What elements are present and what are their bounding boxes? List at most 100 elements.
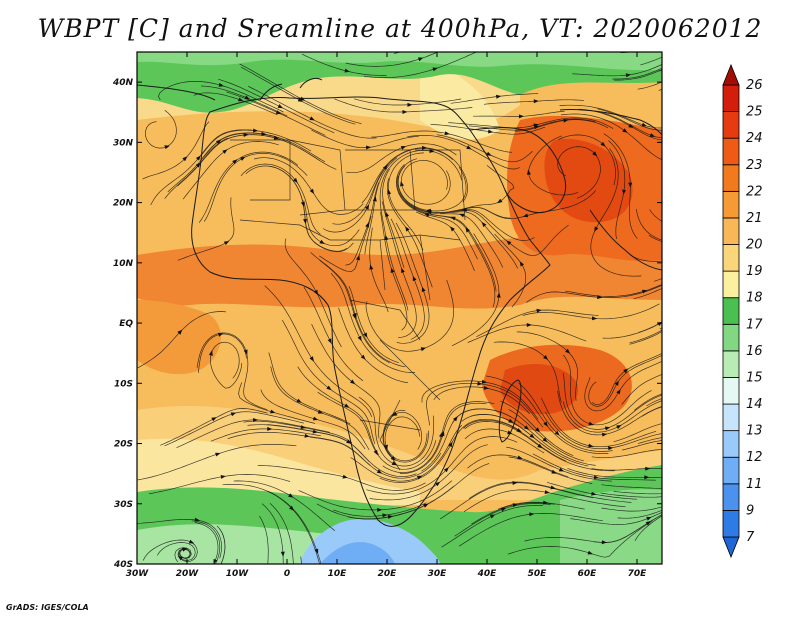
streamline-arrowhead xyxy=(506,240,512,246)
streamline xyxy=(270,366,370,451)
streamline-arrowhead xyxy=(444,131,450,136)
streamline-arrowhead xyxy=(486,151,492,156)
wbpt-region-med-green xyxy=(137,52,662,113)
lon-tick-label: 20W xyxy=(176,569,200,579)
streamline xyxy=(621,373,662,405)
streamline xyxy=(458,513,603,547)
streamline xyxy=(363,52,478,78)
streamline-arrowhead xyxy=(400,146,407,150)
streamline xyxy=(407,134,520,170)
streamline-arrowhead xyxy=(391,411,398,416)
streamline-arrowhead xyxy=(365,222,369,228)
streamline xyxy=(281,319,376,445)
streamline xyxy=(508,409,584,462)
streamline-arrowhead xyxy=(558,467,565,472)
streamline-arrowhead xyxy=(422,145,428,150)
streamline xyxy=(497,501,585,510)
streamline xyxy=(463,489,626,512)
streamline-arrowhead xyxy=(604,426,611,431)
streamline-arrowhead xyxy=(645,521,651,526)
lon-tick-label: 60E xyxy=(578,569,598,579)
lon-tick-label: 10W xyxy=(226,569,250,579)
streamline xyxy=(395,164,478,260)
streamline-arrowhead xyxy=(313,289,318,296)
streamline xyxy=(301,53,387,76)
streamline-arrowhead xyxy=(303,218,308,225)
streamline-arrowhead xyxy=(300,425,306,429)
streamline xyxy=(629,329,662,344)
streamline-arrowhead xyxy=(211,417,217,422)
streamline-arrowhead xyxy=(164,145,170,150)
streamline xyxy=(518,382,613,452)
streamline-arrowhead xyxy=(622,128,628,133)
streamline-arrowhead xyxy=(450,226,455,232)
streamline-arrowhead xyxy=(387,514,393,519)
streamline-arrowhead xyxy=(496,292,501,298)
map-title: WBPT [C] and Sreamline at 400hPa, VT: 20… xyxy=(37,14,763,43)
streamline-arrowhead xyxy=(665,239,670,243)
streamline xyxy=(463,419,567,462)
colorbar-label: 13 xyxy=(746,424,763,439)
streamline-arrowhead xyxy=(565,348,571,354)
colorbar-label: 18 xyxy=(746,291,763,306)
streamline-arrowhead xyxy=(273,135,279,140)
streamline xyxy=(525,284,662,303)
streamline xyxy=(659,69,662,72)
streamline-arrowhead xyxy=(628,182,633,188)
streamline xyxy=(238,382,316,424)
colorbar-box xyxy=(722,350,740,378)
streamline-arrowhead xyxy=(616,389,621,395)
lat-tick-label: 40N xyxy=(112,78,134,88)
streamline xyxy=(379,168,409,311)
streamline xyxy=(382,168,405,268)
streamline-arrowhead xyxy=(267,426,273,431)
streamline xyxy=(303,200,360,247)
streamline xyxy=(544,411,662,450)
streamline xyxy=(630,254,662,262)
streamline-arrowhead xyxy=(551,469,557,474)
streamline-arrows xyxy=(164,57,670,564)
streamline xyxy=(253,157,364,215)
streamline xyxy=(319,215,372,272)
streamline-arrowhead xyxy=(459,213,465,218)
streamline-arrowhead xyxy=(466,145,472,150)
streamline-arrowhead xyxy=(293,177,298,183)
streamline xyxy=(191,520,221,564)
streamline xyxy=(486,375,609,454)
credit-text: GrADS: IGES/COLA xyxy=(6,603,89,612)
streamline xyxy=(557,146,601,199)
streamline-arrowhead xyxy=(356,255,360,261)
streamline-arrowhead xyxy=(529,512,535,517)
streamline xyxy=(196,332,268,411)
streamline xyxy=(200,129,312,157)
streamline-arrowhead xyxy=(591,316,598,321)
streamline xyxy=(346,143,457,174)
streamline xyxy=(557,390,662,436)
streamline-arrowhead xyxy=(512,481,518,485)
streamline-arrowhead xyxy=(402,110,408,114)
streamline-arrowhead xyxy=(628,123,634,128)
colorbar-box xyxy=(722,84,740,112)
streamline-arrowhead xyxy=(601,540,607,545)
streamline-arrowhead xyxy=(390,267,395,273)
streamline-arrowhead xyxy=(215,452,221,457)
colorbar-label: 25 xyxy=(746,105,763,120)
streamline xyxy=(494,233,527,308)
colorbar-label: 17 xyxy=(746,317,763,332)
colorbar-box xyxy=(722,483,740,511)
streamline-arrowhead xyxy=(543,421,548,427)
streamline-arrowhead xyxy=(317,409,324,414)
streamline-arrowhead xyxy=(382,513,388,518)
streamline xyxy=(476,309,599,338)
streamline xyxy=(309,436,442,479)
streamline-arrowhead xyxy=(390,455,396,461)
colorbar-label: 21 xyxy=(746,211,763,226)
colorbar-label: 9 xyxy=(746,503,754,518)
streamline-arrowhead xyxy=(554,430,560,436)
streamline xyxy=(613,491,662,495)
streamline-arrowhead xyxy=(496,94,502,99)
streamline-arrowhead xyxy=(312,429,318,434)
streamline xyxy=(562,354,652,426)
streamline xyxy=(303,286,364,382)
streamline xyxy=(210,341,243,389)
